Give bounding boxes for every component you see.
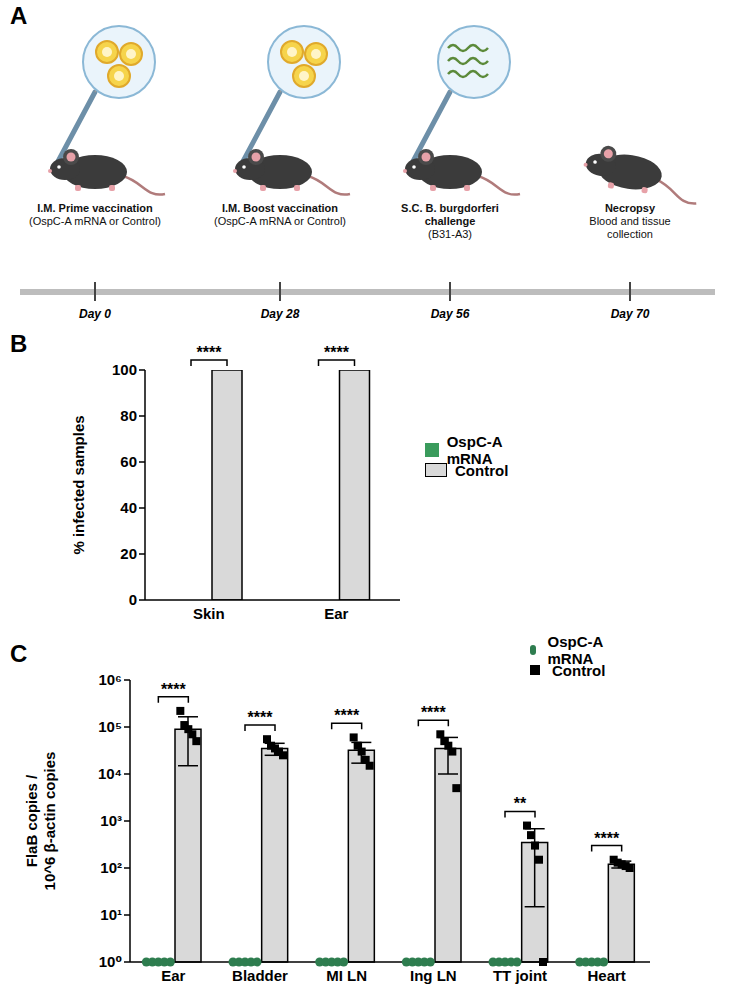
- svg-text:Day 28: Day 28: [261, 307, 300, 321]
- svg-text:S.C. B. burgdorferichallenge(B: S.C. B. burgdorferichallenge(B31-A3): [401, 202, 499, 240]
- svg-text:80: 80: [120, 407, 137, 424]
- html-text:B: B: [10, 330, 28, 357]
- svg-text:10²: 10²: [100, 859, 122, 876]
- svg-text:Day 0: Day 0: [79, 307, 111, 321]
- svg-text:10⁴: 10⁴: [98, 765, 122, 782]
- svg-text:60: 60: [120, 453, 137, 470]
- svg-text:TT joint: TT joint: [493, 967, 547, 984]
- svg-text:I.M. Boost vaccination(OspC-A: I.M. Boost vaccination(OspC-A mRNA or Co…: [214, 202, 346, 227]
- html-text:Control: Control: [455, 461, 509, 479]
- svg-text:A: A: [10, 2, 27, 29]
- svg-text:Day 70: Day 70: [611, 307, 650, 321]
- svg-text:****: ****: [248, 709, 274, 726]
- svg-text:I.M. Prime vaccination(OspC-A: I.M. Prime vaccination(OspC-A mRNA or Co…: [29, 202, 161, 227]
- html-text:OspC-A mRNA: OspC-A mRNA: [547, 633, 603, 667]
- svg-text:Bladder: Bladder: [232, 967, 288, 984]
- svg-text:100: 100: [112, 361, 137, 378]
- svg-text:****: ****: [324, 344, 350, 361]
- svg-text:10⁶: 10⁶: [98, 671, 122, 688]
- svg-text:****: ****: [334, 707, 360, 724]
- html-text:C: C: [10, 640, 28, 667]
- svg-text:**: **: [514, 795, 527, 812]
- svg-text:Skin: Skin: [193, 605, 225, 622]
- svg-text:****: ****: [594, 830, 620, 847]
- svg-text:Day 56: Day 56: [431, 307, 470, 321]
- svg-text:0: 0: [129, 591, 137, 608]
- svg-text:FlaB copies /10^6 β-actin copi: FlaB copies /10^6 β-actin copies: [23, 752, 58, 891]
- html-text:Control: Control: [552, 661, 606, 679]
- svg-text:Ing LN: Ing LN: [410, 967, 457, 984]
- html-text:OspC-A mRNA: OspC-A mRNA: [446, 433, 502, 467]
- svg-text:10¹: 10¹: [100, 906, 122, 923]
- svg-text:Ear: Ear: [324, 605, 348, 622]
- svg-text:10³: 10³: [100, 812, 122, 829]
- svg-text:Ear: Ear: [161, 967, 185, 984]
- svg-text:****: ****: [161, 681, 187, 698]
- svg-text:MI LN: MI LN: [326, 967, 367, 984]
- svg-text:10⁵: 10⁵: [98, 718, 122, 735]
- svg-text:****: ****: [197, 344, 223, 361]
- svg-text:20: 20: [120, 545, 137, 562]
- svg-text:10⁰: 10⁰: [99, 953, 122, 970]
- svg-text:40: 40: [120, 499, 137, 516]
- svg-text:NecropsyBlood and tissuecollec: NecropsyBlood and tissuecollection: [589, 202, 670, 240]
- svg-text:****: ****: [421, 704, 447, 721]
- svg-text:Heart: Heart: [587, 967, 625, 984]
- svg-text:% infected samples: % infected samples: [70, 415, 87, 554]
